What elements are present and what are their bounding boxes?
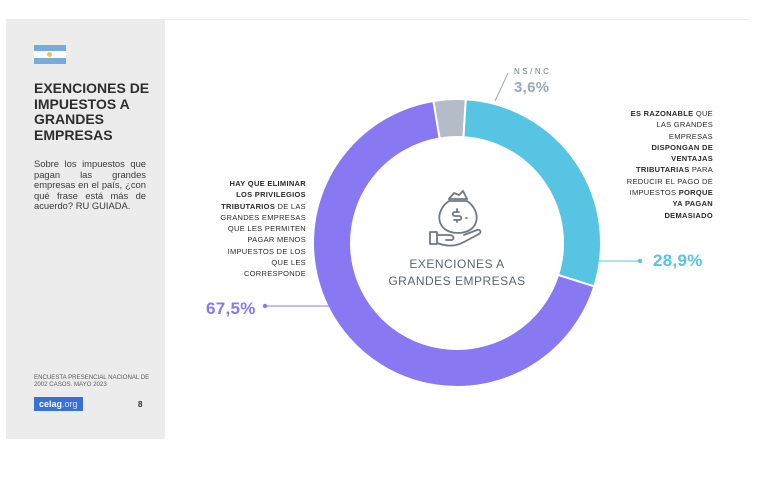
nsnc-label: NS/NC xyxy=(514,67,552,76)
logo-main-text: celag xyxy=(39,399,63,409)
logo-suffix-text: .org xyxy=(62,399,78,409)
eliminar-label-line: QUE LES xyxy=(271,258,306,268)
razonable-label-line: IMPUESTOS PORQUE xyxy=(629,188,713,198)
page-title: EXENCIONES DE IMPUESTOS A GRANDES EMPRES… xyxy=(34,80,150,143)
nsnc-value: 3,6% xyxy=(514,79,550,96)
page-number: 8 xyxy=(138,400,143,409)
argentina-flag-icon xyxy=(34,45,66,64)
eliminar-label-line: GRANDES EMPRESAS xyxy=(220,212,306,222)
razonable-label-line: DISPONGAN DE xyxy=(651,142,713,152)
razonable-leader-dot xyxy=(637,258,643,264)
razonable-label-line: REDUCIR EL PAGO DE xyxy=(626,176,713,186)
leader-lines xyxy=(262,72,643,309)
eliminar-label-line: HAY QUE ELIMINAR xyxy=(229,179,306,188)
eliminar-label-line: PAGAR MENOS xyxy=(247,235,306,245)
razonable-value: 28,9% xyxy=(653,251,703,270)
eliminar-value: 67,5% xyxy=(206,299,256,318)
top-divider xyxy=(165,19,750,20)
center-label-line-2: GRANDES EMPRESAS xyxy=(388,274,525,288)
eliminar-label-line: QUE LES PERMITEN xyxy=(227,224,306,234)
razonable-label-line: LAS GRANDES xyxy=(656,120,713,130)
razonable-label-line: TRIBUTARIAS PARA xyxy=(635,165,713,175)
eliminar-leader-dot xyxy=(262,303,268,309)
razonable-label-line: YA PAGAN xyxy=(672,199,713,209)
donut-slices xyxy=(312,98,602,388)
eliminar-label-line: CORRESPONDE xyxy=(243,269,306,279)
razonable-label-line: ES RAZONABLE QUE xyxy=(630,109,713,118)
razonable-label-line: VENTAJAS xyxy=(671,154,713,164)
eliminar-label: HAY QUE ELIMINAR LOS PRIVILEGIOS TRIBUTARI… xyxy=(206,178,306,280)
center-label-line-1: EXENCIONES A xyxy=(409,257,504,271)
eliminar-label-line: LOS PRIVILEGIOS xyxy=(236,190,306,200)
nsnc-leader xyxy=(494,72,509,102)
celag-logo: celag.org xyxy=(34,397,83,411)
eliminar-label-line: TRIBUTARIOS DE LAS xyxy=(221,201,306,211)
razonable-label-line: EMPRESAS xyxy=(668,131,713,141)
sidebar: EXENCIONES DE IMPUESTOS A GRANDES EMPRES… xyxy=(6,19,165,439)
survey-question: Sobre los impuestos que pagan las grande… xyxy=(34,158,146,212)
slice-eliminar xyxy=(312,99,596,388)
razonable-label-line: DEMASIADO xyxy=(664,210,713,220)
source-note: ENCUESTA PRESENCIAL NACIONAL DE 2002 CAS… xyxy=(34,374,150,388)
money-bag-in-hand-icon xyxy=(429,190,482,247)
eliminar-label-line: IMPUESTOS DE LOS xyxy=(227,246,306,256)
razonable-label: ES RAZONABLE QUE LAS GRANDES EMPRESAS DISPO… xyxy=(603,108,713,221)
